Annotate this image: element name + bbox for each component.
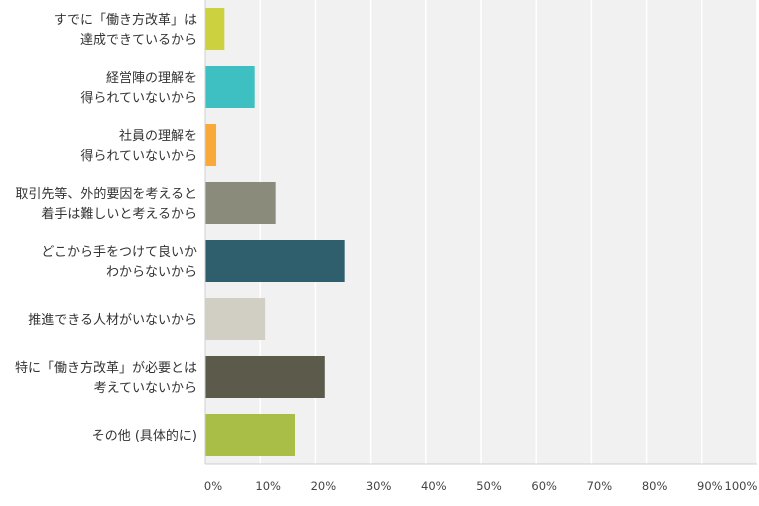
category-label: どこから手をつけて良いか xyxy=(41,244,197,260)
bar xyxy=(205,66,255,108)
category-label: 社員の理解を xyxy=(119,128,197,144)
x-tick-label: 90% xyxy=(697,479,723,493)
category-label: 着手は難しいと考えるから xyxy=(41,206,197,222)
category-label: 特に「働き方改革」が必要とは xyxy=(15,360,197,376)
category-label: 得られていないから xyxy=(80,148,197,164)
x-tick-label: 0% xyxy=(204,479,222,493)
x-tick-label: 30% xyxy=(366,479,392,493)
x-tick-label: 10% xyxy=(255,479,281,493)
category-label: 推進できる人材がいないから xyxy=(28,313,197,328)
x-tick-label: 100% xyxy=(725,479,758,493)
x-tick-label: 50% xyxy=(476,479,502,493)
category-label: その他 (具体的に) xyxy=(92,428,197,444)
bar xyxy=(205,356,325,398)
gridlines xyxy=(259,0,758,464)
bar xyxy=(205,414,295,456)
x-tick-label: 20% xyxy=(311,479,337,493)
category-label: 取引先等、外的要因を考えると xyxy=(15,186,197,202)
category-label: 考えていないから xyxy=(94,381,197,396)
bar xyxy=(205,240,345,282)
bar xyxy=(205,124,217,166)
bars xyxy=(205,8,345,456)
x-tick-label: 80% xyxy=(642,479,668,493)
category-label: 達成できているから xyxy=(80,33,197,48)
bar xyxy=(205,298,266,340)
bar xyxy=(205,182,276,224)
category-label: わからないから xyxy=(106,265,197,280)
x-tick-label: 60% xyxy=(531,479,557,493)
category-label: 経営陣の理解を xyxy=(106,71,197,86)
category-label: 得られていないから xyxy=(80,90,197,106)
category-label: すでに「働き方改革」は xyxy=(54,12,197,28)
x-tick-label: 70% xyxy=(587,479,613,493)
category-labels: すでに「働き方改革」は達成できているから経営陣の理解を得られていないから社員の理… xyxy=(15,12,197,444)
x-tick-label: 40% xyxy=(421,479,447,493)
x-tick-labels: 0% 10% 20% 30% 40% 50% 60% 70% 80% 90% 100% xyxy=(204,479,758,493)
bar xyxy=(205,8,225,50)
